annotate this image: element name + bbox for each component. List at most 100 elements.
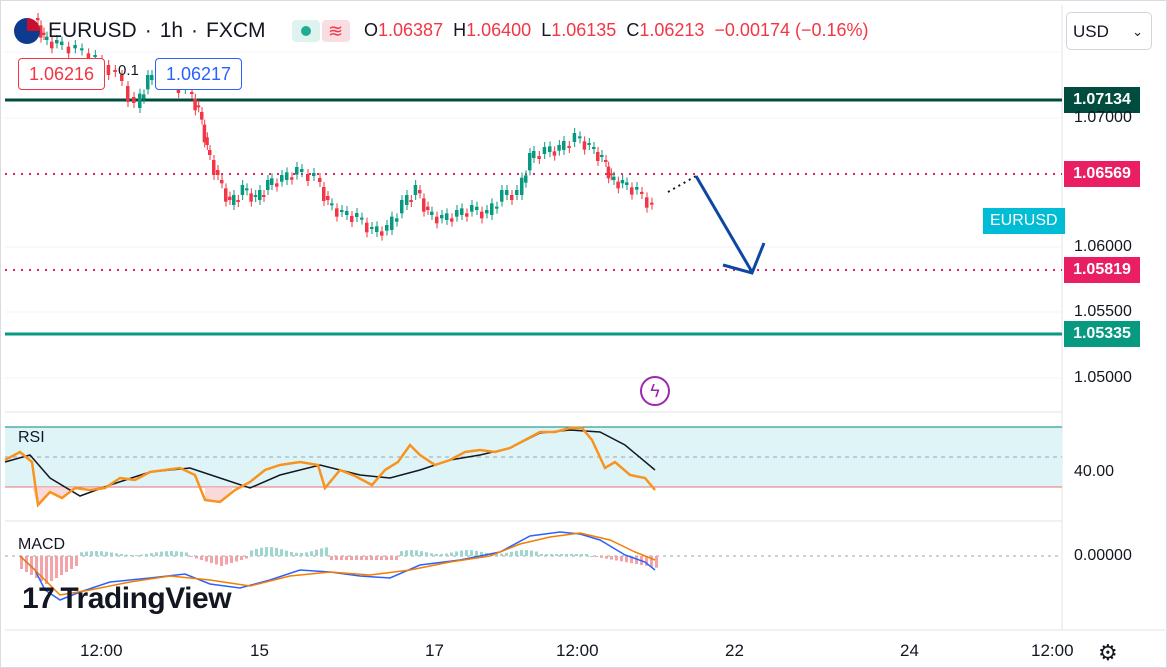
macd-label[interactable]: MACD (18, 536, 66, 553)
macd-histogram-bar (65, 556, 68, 572)
candle-body (413, 185, 418, 195)
market-status[interactable]: ≋ (291, 20, 350, 42)
symbol-header[interactable]: EURUSD · 1h · FXCM ≋ (14, 16, 350, 46)
price-tag-support-dotted[interactable]: 1.05819 (1064, 257, 1140, 283)
macd-histogram-bar (655, 556, 658, 568)
macd-histogram-bar (270, 547, 273, 556)
macd-histogram-bar (85, 551, 88, 556)
macd-histogram-bar (165, 551, 168, 556)
interval[interactable]: 1h (159, 19, 184, 42)
wave-icon[interactable]: ≋ (321, 20, 350, 42)
macd-histogram-bar (445, 553, 448, 556)
candle-body (505, 190, 509, 195)
candle-body (245, 188, 249, 191)
candle-body (567, 146, 571, 148)
macd-histogram-bar (535, 551, 538, 556)
candle-body (306, 174, 310, 181)
candle-body (606, 166, 611, 179)
high-value: 1.06400 (466, 20, 532, 40)
macd-histogram-bar (240, 556, 243, 560)
candle-body (266, 180, 270, 190)
flash-icon[interactable]: ϟ (640, 376, 670, 406)
candle-body (55, 40, 59, 44)
candle-body (318, 178, 322, 182)
candle-body (375, 226, 379, 232)
macd-histogram-bar (405, 550, 408, 556)
open-value: 1.06387 (378, 20, 444, 40)
candle-body (50, 41, 54, 49)
ohlc-readout: O1.06387 H1.06400 L1.06135 C1.06213 −0.0… (364, 20, 869, 41)
candle-body (202, 124, 207, 143)
tradingview-mark-icon: 17 (22, 582, 55, 615)
macd-histogram-bar (370, 556, 373, 560)
macd-histogram-bar (465, 550, 468, 556)
candle-body (460, 208, 464, 215)
candle-body (93, 55, 97, 57)
candle-body (45, 36, 49, 40)
gear-icon[interactable]: ⚙ (1098, 640, 1118, 665)
symbol-name[interactable]: EURUSD (48, 19, 137, 42)
candle-body (380, 231, 384, 236)
candle-body (340, 210, 344, 212)
candle-body (132, 97, 136, 103)
candle-body (113, 70, 117, 72)
candle-body (236, 200, 240, 202)
high-key: H (453, 20, 467, 40)
open-key: O (364, 20, 379, 40)
macd-histogram-bar (460, 550, 463, 556)
macd-histogram-bar (115, 553, 118, 556)
macd-histogram-bar (455, 551, 458, 556)
macd-histogram-bar (80, 552, 83, 556)
sell-button[interactable]: 1.06216 (18, 58, 106, 90)
price-tag-support[interactable]: 1.05335 (1064, 321, 1140, 347)
candle-body (395, 218, 399, 222)
macd-histogram-bar (635, 556, 638, 565)
macd-histogram-bar (355, 556, 358, 560)
macd-histogram-bar (170, 551, 173, 556)
candle-body (275, 183, 279, 187)
candle-body (224, 188, 228, 202)
buy-button[interactable]: 1.06217 (155, 58, 243, 90)
price-tag-resistance-dotted[interactable]: 1.06569 (1064, 161, 1140, 187)
candle-body (515, 190, 519, 195)
candle-body (612, 176, 616, 180)
candle-body (528, 153, 532, 171)
candle-body (609, 173, 613, 176)
candle-body (455, 210, 459, 217)
macd-histogram-bar (175, 551, 178, 556)
candle-body (330, 203, 334, 206)
candle-body (335, 208, 339, 217)
candle-body (596, 152, 600, 161)
price-tag-resistance[interactable]: 1.07134 (1064, 87, 1140, 113)
candle-body (190, 92, 194, 94)
macd-histogram-bar (540, 554, 543, 556)
rsi-label[interactable]: RSI (18, 429, 45, 446)
macd-histogram-bar (365, 556, 368, 560)
macd-histogram-bar (400, 551, 403, 556)
candle-body (604, 160, 608, 162)
macd-histogram-bar (255, 548, 258, 556)
macd-histogram-bar (410, 550, 413, 556)
macd-histogram-bar (20, 556, 23, 569)
tradingview-logo[interactable]: 17 TradingView (22, 582, 232, 616)
market-open-icon[interactable] (291, 20, 320, 42)
macd-histogram-bar (290, 551, 293, 556)
macd-histogram-bar (430, 553, 433, 556)
macd-histogram-bar (160, 551, 163, 556)
macd-histogram-bar (190, 556, 193, 557)
macd-histogram-bar (510, 551, 513, 556)
macd-histogram-bar (585, 554, 588, 556)
tradingview-wordmark: TradingView (60, 582, 232, 615)
macd-histogram-bar (595, 556, 598, 557)
forecast-arrow-head (722, 242, 766, 275)
candle-body (470, 205, 474, 212)
candle-body (480, 211, 484, 219)
exchange[interactable]: FXCM (206, 19, 266, 42)
candle-body (500, 190, 504, 202)
macd-histogram-bar (380, 556, 383, 560)
symbol-flag-icon (14, 18, 40, 44)
macd-histogram-bar (235, 556, 238, 562)
candle-body (630, 187, 634, 195)
currency-select[interactable]: USD ⌄ (1066, 12, 1152, 50)
